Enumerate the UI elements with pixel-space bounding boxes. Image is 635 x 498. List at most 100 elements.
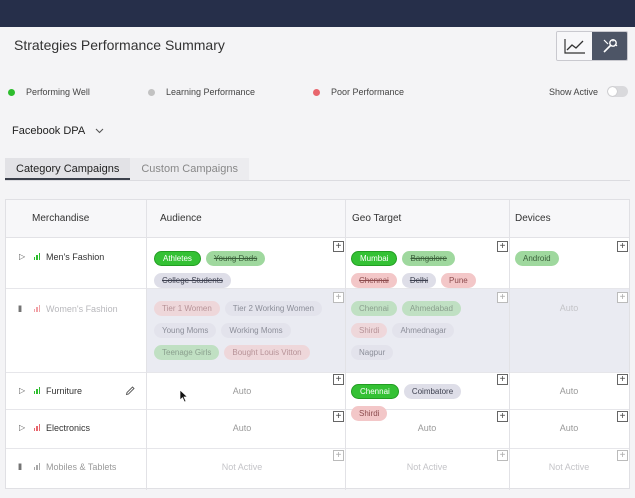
add-geo-button[interactable]: + [497, 450, 508, 461]
tag-chip[interactable]: Bangalore [402, 251, 455, 266]
add-geo-button[interactable]: + [497, 411, 508, 422]
show-active-toggle[interactable] [607, 86, 629, 97]
audience-value: Auto [232, 386, 252, 396]
column-header-audience: Audience [146, 200, 345, 238]
audience-chips: Athletes Young Dads College Students [154, 251, 339, 288]
tag-chip[interactable]: Chennai [351, 273, 397, 288]
add-audience-button[interactable]: + [333, 241, 344, 252]
merchandise-cell: ▷ Furniture [6, 373, 146, 409]
legend-label: Poor Performance [331, 87, 405, 97]
geo-value: Auto [417, 423, 437, 433]
tag-chip[interactable]: Tier 1 Women [154, 301, 220, 316]
performance-bars-icon [34, 424, 40, 431]
column-divider [509, 200, 510, 490]
pause-icon[interactable]: II [18, 304, 22, 314]
tag-chip[interactable]: Young Dads [205, 251, 266, 266]
tag-chip[interactable]: Coimbatore [403, 384, 462, 399]
device-chips: Android [515, 251, 620, 266]
tag-chip[interactable]: Tier 2 Working Women [224, 301, 323, 316]
tag-chip[interactable]: Mumbai [351, 251, 398, 266]
tag-chip[interactable]: Ahmedabad [401, 301, 461, 316]
geo-value: Not Active [406, 462, 448, 472]
column-header-merchandise: Merchandise [6, 200, 146, 238]
account-dropdown[interactable]: Facebook DPA [12, 125, 104, 137]
pencil-icon[interactable] [125, 385, 136, 396]
performance-bars-icon [34, 305, 40, 312]
geo-chips: Chennai Ahmedabad Shirdi Ahmednagar Nagpur [351, 301, 501, 360]
audience-chips: Tier 1 Women Tier 2 Working Women Young Mo… [154, 301, 339, 360]
legend-learning-performance: Learning Performance [148, 87, 255, 97]
view-toggle [556, 31, 628, 61]
add-device-button[interactable]: + [617, 374, 628, 385]
tag-chip[interactable]: Shirdi [351, 323, 388, 338]
legend-poor-performance: Poor Performance [313, 87, 404, 97]
add-device-button[interactable]: + [617, 411, 628, 422]
tag-chip[interactable]: Chennai [351, 384, 399, 399]
tag-chip[interactable]: Athletes [154, 251, 201, 266]
geo-chips: Mumbai Bangalore Chennai Delhi Pune [351, 251, 501, 288]
audience-value: Auto [232, 423, 252, 433]
strategies-table: Merchandise Audience Geo Target Devices … [5, 199, 630, 490]
play-icon[interactable]: ▷ [19, 423, 26, 432]
merchandise-name: Electronics [46, 423, 91, 433]
status-dot-grey [148, 88, 155, 96]
line-chart-icon [563, 39, 585, 54]
tab-custom-campaigns[interactable]: Custom Campaigns [130, 158, 249, 180]
tag-chip[interactable]: Android [515, 251, 559, 266]
tab-category-campaigns[interactable]: Category Campaigns [5, 158, 131, 180]
table-row: ▷ Electronics + + + Auto Auto Auto [6, 410, 629, 449]
performance-bars-icon [34, 463, 40, 470]
devices-value: Auto [559, 423, 579, 433]
tag-chip[interactable]: Chennai [351, 301, 397, 316]
pause-icon[interactable]: II [18, 462, 22, 472]
devices-value: Not Active [548, 462, 590, 472]
status-dot-red [313, 88, 320, 96]
devices-value: Auto [559, 303, 579, 313]
add-device-button[interactable]: + [617, 450, 628, 461]
tag-chip[interactable]: Young Moms [154, 323, 217, 338]
top-navigation-bar [0, 0, 635, 27]
add-device-button[interactable]: + [617, 292, 628, 303]
tag-chip[interactable]: Nagpur [351, 345, 394, 360]
add-device-button[interactable]: + [617, 241, 628, 252]
merchandise-cell: ▷ Men's Fashion [6, 238, 146, 288]
tag-chip[interactable]: Working Moms [221, 323, 291, 338]
campaign-tabs: Category Campaigns Custom Campaigns [5, 158, 249, 180]
tag-chip[interactable]: Shirdi [351, 406, 388, 421]
show-active-label: Show Active [549, 86, 599, 97]
page-title: Strategies Performance Summary [14, 37, 225, 53]
merchandise-name: Men's Fashion [46, 252, 105, 262]
tag-chip[interactable]: College Students [154, 273, 231, 288]
merchandise-cell: ▷ Electronics [6, 410, 146, 448]
merchandise-name: Women's Fashion [46, 304, 118, 314]
table-row: ▷ Furniture + + + Auto Chennai Coimbatore… [6, 373, 629, 421]
add-audience-button[interactable]: + [333, 411, 344, 422]
legend-label: Performing Well [26, 87, 90, 97]
mouse-cursor-icon [179, 389, 189, 403]
tag-chip[interactable]: Delhi [401, 273, 437, 288]
account-dropdown-value: Facebook DPA [12, 125, 86, 137]
performance-bars-icon [34, 253, 40, 260]
table-row: II Women's Fashion + + + Tier 1 Women Tie… [6, 289, 629, 373]
performance-bars-icon [34, 387, 40, 394]
tag-chip[interactable]: Bought Louis Vitton [224, 345, 310, 360]
merchandise-name: Furniture [46, 386, 83, 396]
tag-chip[interactable]: Ahmednagar [392, 323, 455, 338]
add-audience-button[interactable]: + [333, 450, 344, 461]
add-audience-button[interactable]: + [333, 292, 344, 303]
add-geo-button[interactable]: + [497, 241, 508, 252]
column-divider [146, 200, 147, 490]
column-divider [345, 200, 346, 490]
tag-chip[interactable]: Teenage Girls [154, 345, 220, 360]
chevron-down-icon [95, 128, 104, 134]
play-icon[interactable]: ▷ [19, 252, 26, 261]
add-audience-button[interactable]: + [333, 374, 344, 385]
add-geo-button[interactable]: + [497, 292, 508, 303]
play-icon[interactable]: ▷ [19, 386, 26, 395]
chart-view-button[interactable] [557, 32, 592, 60]
tag-chip[interactable]: Pune [441, 273, 476, 288]
add-geo-button[interactable]: + [497, 374, 508, 385]
legend-label: Learning Performance [166, 87, 256, 97]
tools-view-button[interactable] [592, 32, 627, 60]
tabs-divider [5, 180, 630, 181]
